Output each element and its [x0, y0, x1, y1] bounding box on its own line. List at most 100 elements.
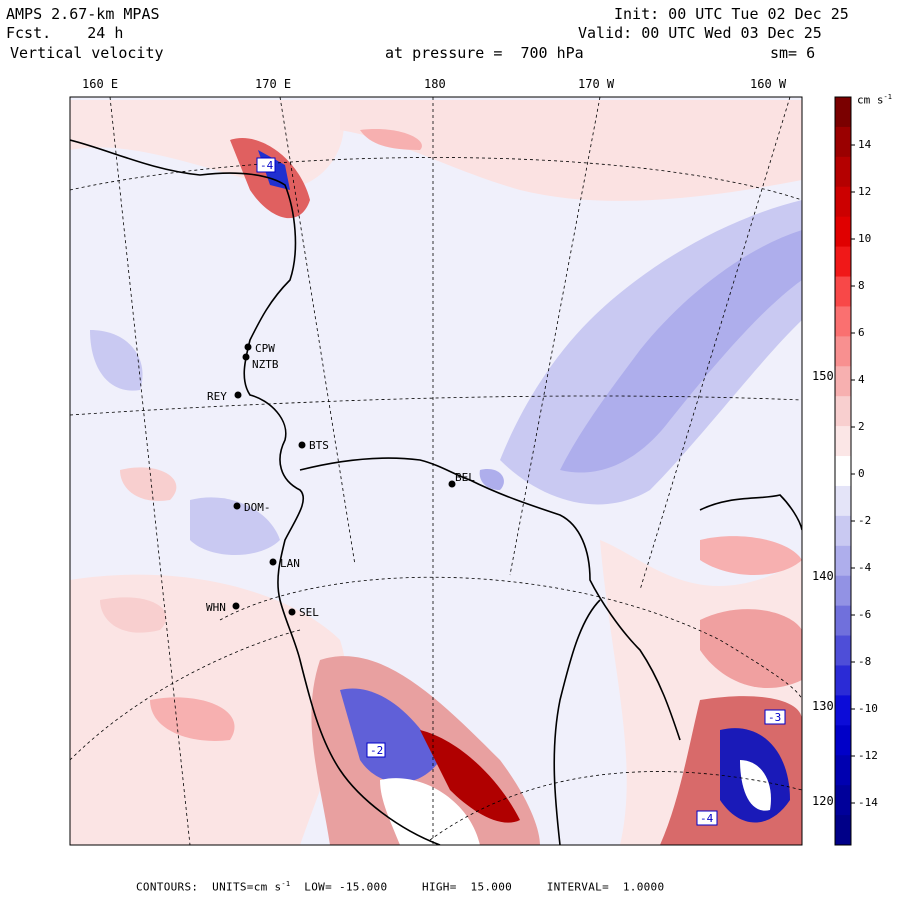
colorbar-units-exp: -1 — [883, 93, 892, 101]
colorbar-label: -12 — [858, 749, 878, 762]
downdraft-patch-west — [190, 497, 280, 555]
parallel-line — [429, 771, 802, 841]
downdraft-plume-core — [560, 230, 802, 473]
colorbar-label: -10 — [858, 702, 878, 715]
updraft-patch — [360, 129, 422, 150]
valid-time: Valid: 00 UTC Wed 03 Dec 25 — [578, 24, 822, 42]
colorbar-swatch — [835, 126, 851, 158]
fcst-value: 24 h — [87, 24, 124, 42]
wave-region-north-blue — [258, 150, 290, 190]
interval-label: INTERVAL= — [546, 880, 609, 894]
colorbar-units-text: cm s — [857, 93, 884, 107]
downdraft-plume — [500, 200, 802, 505]
colorbar-swatch — [835, 515, 851, 547]
wave-region-south-blue — [340, 688, 440, 783]
lat-label-130w: 130 W — [812, 699, 849, 713]
station-marker — [233, 502, 241, 510]
high-value: 15.000 — [470, 880, 513, 894]
station-marker — [234, 391, 242, 399]
colorbar-label: -8 — [858, 655, 872, 668]
colorbar-swatch — [835, 725, 851, 756]
terrain-gap-se — [740, 760, 771, 811]
updraft-patch — [100, 597, 167, 633]
colorbar-units: cm s-1 — [857, 93, 892, 107]
colorbar-label: 2 — [858, 420, 865, 433]
wave-region-north-red — [230, 138, 310, 219]
colorbar-label: 6 — [858, 326, 865, 339]
updraft-region-sw — [70, 574, 347, 845]
colorbar-label: -4 — [858, 561, 872, 574]
station-marker — [448, 480, 456, 488]
colorbar-swatch — [835, 815, 851, 846]
station-label-nztb: NZTB — [252, 358, 279, 371]
station-marker — [244, 343, 252, 351]
station-label-rey: REY — [207, 390, 227, 403]
station-label-whn: WHN — [206, 601, 226, 614]
lon-label-160w: 160 W — [750, 77, 787, 91]
colorbar-label: 14 — [858, 138, 872, 151]
low-value: -15.000 — [338, 880, 388, 894]
contour-labels: -2 -3 -4 -4 — [256, 157, 786, 826]
colorbar-swatch — [835, 306, 851, 337]
units-exp: -1 — [281, 880, 291, 888]
contour-label-text: -4 — [700, 812, 714, 825]
velocity-field — [70, 97, 802, 845]
pressure-level: at pressure = 700 hPa — [385, 44, 584, 62]
colorbar-swatch — [835, 97, 851, 128]
station-marker — [242, 353, 250, 361]
updraft-patch — [700, 536, 802, 575]
map-frame — [69, 96, 803, 846]
field-name: Vertical velocity — [10, 44, 164, 62]
level-label: at pressure = — [385, 44, 503, 62]
coastline-east — [553, 599, 601, 845]
contour-info: CONTOURS: UNITS=cm s-1 LOW= -15.000 HIGH… — [136, 880, 664, 894]
station-marker — [232, 602, 240, 610]
wave-region-south — [311, 656, 540, 845]
station-label-bts: BTS — [309, 439, 329, 452]
stations: CPW NZTB REY BTS BEL DOM- LAN WHN SEL — [206, 342, 475, 619]
lon-label-180: 180 — [424, 77, 446, 91]
wave-region-south-red — [420, 730, 520, 823]
lat-label-150w: 150 W — [812, 369, 849, 383]
colorbar-label: 0 — [858, 467, 865, 480]
contour-label-text: -4 — [260, 159, 274, 172]
ice-shelf-edge — [299, 457, 681, 741]
colorbar-frame — [834, 96, 852, 846]
smoothing-label: sm= 6 — [770, 44, 816, 62]
fcst-label: Fcst. — [6, 24, 52, 42]
terrain-gap-south — [380, 778, 480, 845]
colorbar-label: 10 — [858, 232, 872, 245]
colorbar-swatch — [835, 186, 851, 218]
lon-label-160e: 160 E — [82, 77, 119, 91]
colorbar-swatch — [835, 456, 851, 487]
contour-label-box — [366, 742, 386, 758]
colorbar-label: -2 — [858, 514, 872, 527]
wave-region-se — [660, 696, 802, 845]
meridian-line — [109, 97, 191, 845]
station-label-sel: SEL — [299, 606, 319, 619]
colorbar-label: 4 — [858, 373, 865, 386]
coastline-western — [70, 139, 441, 845]
colorbar-swatch — [835, 156, 851, 188]
colorbar-swatch — [835, 426, 851, 457]
meridian-line — [639, 97, 791, 591]
parallel-line — [70, 157, 802, 201]
contour-label-box — [696, 810, 718, 826]
colorbar-swatch — [835, 755, 851, 786]
background-field — [70, 97, 802, 845]
updraft-patch — [150, 697, 235, 741]
parallel-line — [70, 395, 802, 416]
colorbar-label: -6 — [858, 608, 872, 621]
parallel-line — [70, 629, 301, 761]
coastline — [70, 139, 802, 845]
interval-value: 1.0000 — [622, 880, 665, 894]
contours-label: CONTOURS: — [136, 880, 199, 894]
station-label-cpw: CPW — [255, 342, 275, 355]
low-label: LOW= — [304, 880, 332, 894]
colorbar — [835, 97, 855, 846]
station-marker — [298, 441, 306, 449]
colorbar-swatch — [835, 605, 851, 637]
station-label-lan: LAN — [280, 557, 300, 570]
high-label: HIGH= — [422, 880, 457, 894]
